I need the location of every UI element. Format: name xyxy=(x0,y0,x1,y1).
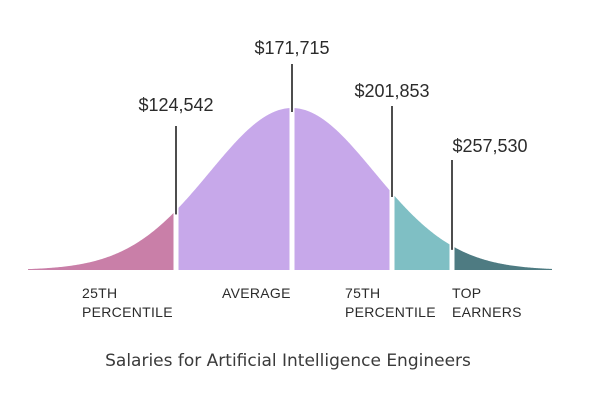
chart-title: Salaries for Artificial Intelligence Eng… xyxy=(105,351,471,371)
value-label-top: $257,530 xyxy=(452,136,527,156)
percentile-markers xyxy=(175,64,453,250)
value-labels: $124,542 $171,715 $201,853 $257,530 xyxy=(138,38,527,156)
category-label-2: 75TH PERCENTILE xyxy=(345,285,436,320)
segment-1 xyxy=(178,108,390,270)
segment-3 xyxy=(454,247,552,270)
category-label-1: AVERAGE xyxy=(222,285,291,301)
category-label-0: 25TH PERCENTILE xyxy=(82,285,173,320)
segment-2 xyxy=(394,195,450,270)
value-label-p25: $124,542 xyxy=(138,95,213,115)
value-label-avg: $171,715 xyxy=(254,38,329,58)
category-labels: 25TH PERCENTILE AVERAGE 75TH PERCENTILE TOP EA… xyxy=(82,285,522,320)
value-label-p75: $201,853 xyxy=(354,81,429,101)
category-label-3: TOP EARNERS xyxy=(452,285,522,320)
distribution-segments xyxy=(28,107,552,270)
segment-0 xyxy=(28,212,174,270)
